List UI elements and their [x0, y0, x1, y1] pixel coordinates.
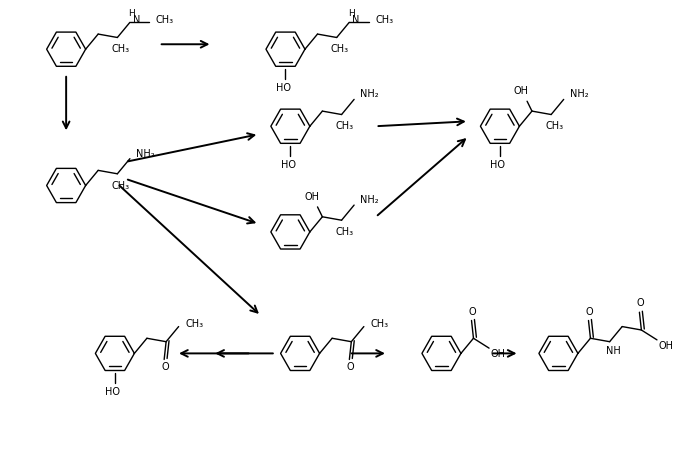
Text: NH₂: NH₂	[360, 195, 379, 205]
Text: O: O	[346, 362, 354, 372]
Text: NH₂: NH₂	[360, 90, 379, 99]
Text: NH₂: NH₂	[136, 148, 155, 159]
Text: CH₃: CH₃	[331, 45, 349, 54]
Text: OH: OH	[658, 341, 673, 351]
Text: OH: OH	[514, 86, 529, 96]
Text: NH: NH	[606, 346, 621, 356]
Text: O: O	[637, 298, 644, 308]
Text: NH₂: NH₂	[570, 90, 589, 99]
Text: CH₃: CH₃	[185, 319, 203, 328]
Text: HO: HO	[105, 387, 120, 397]
Text: CH₃: CH₃	[545, 122, 563, 131]
Text: O: O	[586, 306, 593, 317]
Text: N: N	[133, 15, 140, 25]
Text: H: H	[128, 9, 135, 18]
Text: CH₃: CH₃	[375, 15, 394, 25]
Text: CH₃: CH₃	[156, 15, 174, 25]
Text: HO: HO	[491, 160, 506, 170]
Text: CH₃: CH₃	[371, 319, 389, 328]
Text: N: N	[352, 15, 360, 25]
Text: CH₃: CH₃	[111, 45, 130, 54]
Text: O: O	[161, 362, 169, 372]
Text: OH: OH	[490, 349, 506, 359]
Text: H: H	[348, 9, 354, 18]
Text: HO: HO	[281, 160, 296, 170]
Text: HO: HO	[276, 83, 291, 93]
Text: CH₃: CH₃	[335, 122, 354, 131]
Text: CH₃: CH₃	[111, 180, 130, 191]
Text: CH₃: CH₃	[335, 227, 354, 237]
Text: O: O	[468, 306, 477, 317]
Text: OH: OH	[304, 192, 319, 202]
